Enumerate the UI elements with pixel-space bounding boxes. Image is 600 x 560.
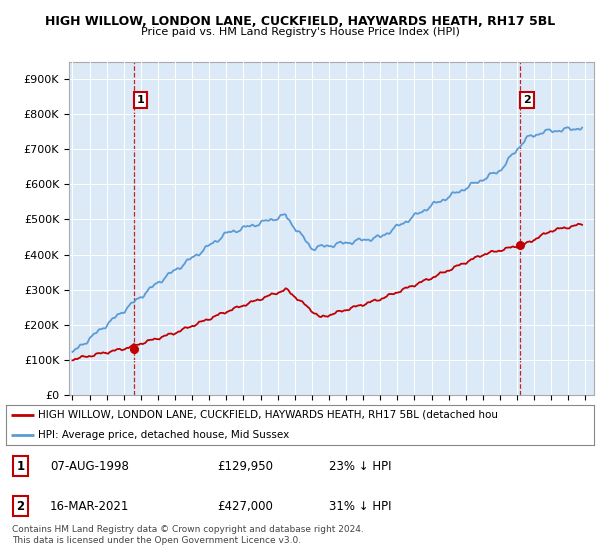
- Text: Contains HM Land Registry data © Crown copyright and database right 2024.
This d: Contains HM Land Registry data © Crown c…: [12, 525, 364, 545]
- Text: £427,000: £427,000: [218, 500, 274, 512]
- Text: Price paid vs. HM Land Registry's House Price Index (HPI): Price paid vs. HM Land Registry's House …: [140, 27, 460, 37]
- Text: HPI: Average price, detached house, Mid Sussex: HPI: Average price, detached house, Mid …: [38, 430, 290, 440]
- Text: HIGH WILLOW, LONDON LANE, CUCKFIELD, HAYWARDS HEATH, RH17 5BL: HIGH WILLOW, LONDON LANE, CUCKFIELD, HAY…: [45, 15, 555, 28]
- Text: 1: 1: [17, 460, 25, 473]
- Text: HIGH WILLOW, LONDON LANE, CUCKFIELD, HAYWARDS HEATH, RH17 5BL (detached hou: HIGH WILLOW, LONDON LANE, CUCKFIELD, HAY…: [38, 410, 499, 420]
- Text: 23% ↓ HPI: 23% ↓ HPI: [329, 460, 392, 473]
- Text: 2: 2: [523, 95, 531, 105]
- Text: £129,950: £129,950: [218, 460, 274, 473]
- Text: 07-AUG-1998: 07-AUG-1998: [50, 460, 129, 473]
- Text: 31% ↓ HPI: 31% ↓ HPI: [329, 500, 392, 512]
- Text: 1: 1: [137, 95, 144, 105]
- Text: 2: 2: [17, 500, 25, 512]
- Text: 16-MAR-2021: 16-MAR-2021: [50, 500, 130, 512]
